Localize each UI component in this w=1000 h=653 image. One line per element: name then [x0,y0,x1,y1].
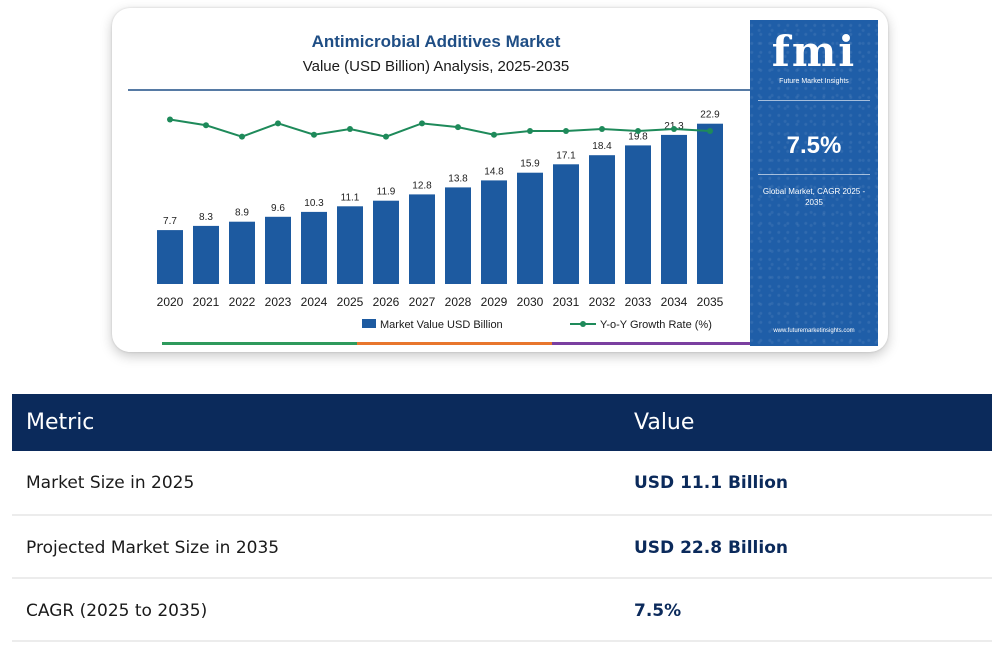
bar-2025 [337,206,363,284]
cagr-caption: Global Market, CAGR 2025 - 2035 [762,187,866,207]
growth-rate-point [275,120,281,127]
growth-rate-point [671,126,677,133]
bar-2035 [697,123,723,284]
growth-rate-point [383,133,389,140]
data-label: 13.8 [448,173,468,184]
x-tick-label: 2021 [193,295,220,309]
data-label: 22.9 [700,110,720,121]
data-label: 19.8 [628,131,648,142]
market-chart: 7.7 2020 8.3 2021 8.9 2022 9.6 2023 10.3 2024 11.1… [128,89,750,345]
table-row: Projected Market Size in 2035 USD 22.8 B… [12,516,992,579]
growth-rate-point [311,131,317,138]
footer-strip-purple [552,342,750,345]
data-label: 18.4 [592,141,612,152]
bar-2031 [553,164,579,284]
growth-rate-point [707,127,713,134]
bar-2033 [625,145,651,284]
chart-title: Antimicrobial Additives Market [311,32,561,51]
x-tick-label: 2025 [337,295,364,309]
metric-cell: Market Size in 2025 [26,473,195,493]
x-tick-label: 2023 [265,295,292,309]
growth-rate-line [169,118,711,138]
x-tick-label: 2024 [301,295,328,309]
x-tick-label: 2027 [409,295,436,309]
growth-rate-point [563,127,569,134]
legend-line-marker [580,321,586,327]
footer-strip-orange [357,342,552,345]
bar-2022 [229,221,255,284]
bar-2026 [373,200,399,284]
growth-rate-point [167,116,173,123]
growth-rate-point [239,133,245,140]
chart-area: 7.7 2020 8.3 2021 8.9 2022 9.6 2023 10.3 2024 11.1… [122,20,750,346]
bar-2029 [481,180,507,284]
data-label: 8.3 [199,212,213,223]
x-tick-label: 2034 [661,295,688,309]
bar-2034 [661,134,687,284]
data-label: 8.9 [235,208,249,219]
footer-strip-green [162,342,357,345]
data-label: 12.8 [412,180,432,191]
growth-rate-point [491,131,497,138]
website-url: www.futuremarketinsights.com [773,328,855,334]
table-row: CAGR (2025 to 2035) 7.5% [12,579,992,642]
table-row: Market Size in 2025 USD 11.1 Billion [12,451,992,516]
data-label: 17.1 [556,150,576,161]
bar-2020 [157,230,183,284]
bar-2032 [589,155,615,284]
legend-line-label: Y-o-Y Growth Rate (%) [600,319,712,331]
x-tick-label: 2029 [481,295,508,309]
growth-rate-point [599,126,605,133]
bar-2021 [193,225,219,284]
bar-2030 [517,172,543,284]
data-label: 10.3 [304,198,324,209]
chart-subtitle: Value (USD Billion) Analysis, 2025-2035 [302,58,570,75]
metric-cell: Projected Market Size in 2035 [26,538,280,558]
value-cell: USD 11.1 Billion [634,473,788,493]
divider [758,174,870,175]
divider [758,100,870,101]
growth-rate-point [203,122,209,129]
growth-rate-point [347,126,353,133]
bar-2028 [445,187,471,284]
x-tick-label: 2035 [697,295,724,309]
fmi-side-panel: fmi Future Market Insights 7.5% Global M… [750,20,878,346]
header-value: Value [634,410,695,435]
growth-rate-point [527,127,533,134]
x-tick-label: 2028 [445,295,472,309]
x-tick-label: 2033 [625,295,652,309]
header-metric: Metric [26,410,95,435]
table-header: Metric Value [12,394,992,451]
bar-2024 [301,211,327,284]
x-tick-label: 2026 [373,295,400,309]
data-label: 15.9 [520,159,540,170]
chart-card: 7.7 2020 8.3 2021 8.9 2022 9.6 2023 10.3 2024 11.1… [112,8,888,352]
x-tick-label: 2020 [157,295,184,309]
metric-cell: CAGR (2025 to 2035) [26,601,208,621]
bar-2023 [265,216,291,284]
logo-subtitle: Future Market Insights [779,78,849,85]
growth-rate-point [635,127,641,134]
metrics-table: Metric Value Market Size in 2025 USD 11.… [12,394,992,642]
cagr-value: 7.5% [786,132,842,159]
growth-rate-point [455,124,461,131]
data-label: 11.1 [341,192,360,203]
fmi-logo: fmi [771,27,857,76]
legend-bar-swatch [362,319,376,328]
value-cell: USD 22.8 Billion [634,538,788,558]
data-label: 14.8 [484,166,504,177]
data-label: 9.6 [271,203,285,214]
legend-bar-label: Market Value USD Billion [380,319,503,331]
x-tick-label: 2022 [229,295,256,309]
data-label: 7.7 [163,216,177,227]
value-cell: 7.5% [634,601,682,621]
x-tick-label: 2030 [517,295,544,309]
bar-2027 [409,194,435,284]
growth-rate-point [419,120,425,127]
x-tick-label: 2032 [589,295,616,309]
data-label: 11.9 [377,187,396,198]
x-tick-label: 2031 [553,295,580,309]
